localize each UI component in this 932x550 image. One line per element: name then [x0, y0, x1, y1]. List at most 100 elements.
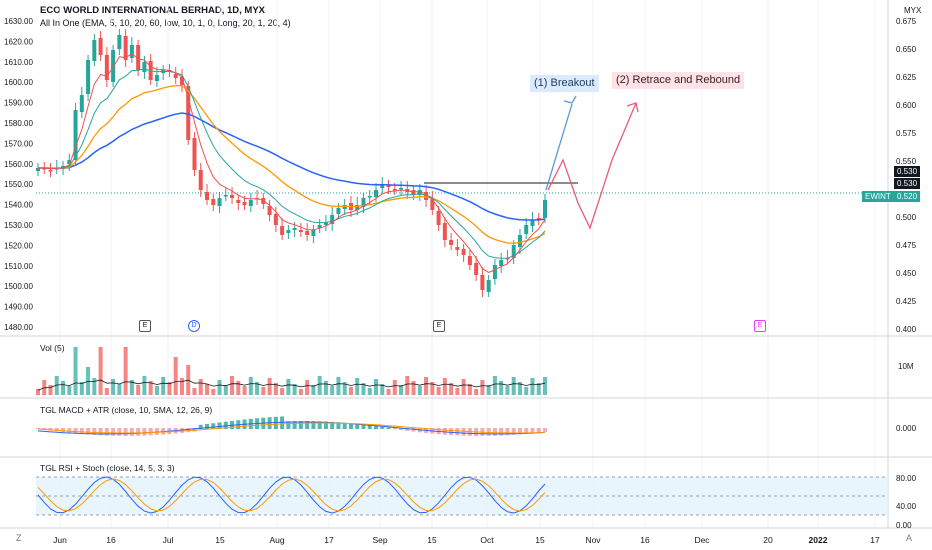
volume-bar — [36, 389, 40, 395]
candle-body — [317, 225, 322, 228]
earnings-event-icon[interactable]: E — [139, 320, 151, 332]
volume-bar — [511, 377, 516, 395]
retrace-arrow[interactable] — [547, 102, 637, 230]
candle-body — [505, 258, 510, 260]
volume-bar — [73, 347, 78, 395]
stoch-k-line — [37, 476, 546, 514]
macd-bar — [217, 422, 222, 429]
macd-bar — [67, 428, 72, 433]
macd-bar — [92, 428, 97, 435]
right-price-tick[interactable]: 0.550 — [896, 157, 917, 166]
candle-body — [330, 215, 335, 224]
x-tick: 16 — [640, 535, 650, 545]
macd-bar — [223, 421, 228, 429]
candle-body — [467, 256, 472, 265]
macd-bar — [317, 421, 322, 429]
currency-label[interactable]: MYX — [904, 6, 922, 15]
macd-bar — [530, 428, 535, 434]
candle-body — [386, 185, 391, 187]
volume-bar — [217, 380, 222, 395]
volume-bar — [173, 357, 178, 395]
volume-bar — [236, 381, 241, 395]
candle-body — [374, 190, 378, 197]
macd-bar — [386, 427, 391, 429]
volume-bar — [48, 385, 53, 395]
right-price-tick[interactable]: 0.650 — [896, 45, 917, 54]
candle-body — [455, 247, 460, 250]
volume-bar — [524, 387, 529, 395]
candle-body — [211, 199, 216, 205]
rsi-tick-0: 0.00 — [896, 521, 912, 530]
macd-bar — [543, 428, 547, 432]
candle-body — [480, 275, 485, 290]
candle-body — [79, 95, 84, 112]
dividend-event-icon[interactable]: D — [188, 320, 200, 332]
candle-body — [536, 218, 541, 220]
macd-signal-line — [37, 422, 546, 434]
candle-body — [474, 263, 479, 275]
left-price-tick: 1530.00 — [4, 221, 33, 230]
volume-bar — [499, 381, 504, 395]
macd-bar — [449, 428, 454, 436]
zoom-icon[interactable]: Z — [16, 533, 22, 543]
candle-body — [136, 45, 141, 70]
volume-bar — [230, 376, 235, 395]
volume-bar — [142, 376, 147, 395]
macd-bar — [355, 423, 360, 429]
macd-bar — [48, 428, 53, 431]
future-earnings-event-icon[interactable]: E — [754, 320, 766, 332]
volume-bar — [79, 382, 84, 395]
breakout-arrow[interactable] — [545, 103, 573, 191]
candle-body — [48, 170, 53, 172]
macd-pane-title[interactable]: TGL MACD + ATR (close, 10, SMA, 12, 26, … — [40, 405, 213, 415]
right-price-tick[interactable]: 0.500 — [896, 213, 917, 222]
candle-body — [92, 40, 97, 61]
rsi-pane-title[interactable]: TGL RSI + Stoch (close, 14, 5, 3, 3) — [40, 463, 175, 473]
volume-bar — [292, 384, 297, 395]
candle-body — [499, 260, 504, 266]
right-price-tick[interactable]: 0.400 — [896, 325, 917, 334]
ema-20-line — [38, 84, 546, 244]
macd-bar — [411, 428, 416, 432]
volume-ma-line — [37, 379, 546, 391]
retrace-annotation[interactable]: (2) Retrace and Rebound — [612, 72, 745, 89]
indicator-legend[interactable]: All In One (EMA, 5, 10, 20, 60, low, 10,… — [40, 18, 291, 28]
volume-bar — [386, 389, 391, 395]
volume-bar — [361, 383, 366, 395]
candle-body — [167, 70, 172, 72]
earnings-event-icon[interactable]: E — [433, 320, 445, 332]
volume-bar — [198, 379, 203, 395]
right-price-tick[interactable]: 0.675 — [896, 17, 917, 26]
volume-bar — [505, 386, 510, 395]
left-price-tick: 1630.00 — [4, 17, 33, 26]
x-tick: 17 — [324, 535, 334, 545]
x-tick: 17 — [870, 535, 880, 545]
volume-bar — [61, 381, 66, 395]
candle-body — [311, 230, 316, 236]
volume-bar — [367, 388, 372, 395]
candle-body — [417, 190, 422, 195]
macd-bar — [292, 421, 297, 429]
x-tick: 20 — [763, 535, 773, 545]
candle-body — [179, 77, 184, 85]
volume-bar — [305, 380, 310, 395]
volume-bar — [461, 379, 466, 395]
candle-body — [104, 55, 109, 80]
auto-scale-button[interactable]: A — [906, 533, 913, 543]
macd-scale-label: 0.000 — [896, 424, 917, 433]
volume-pane-title[interactable]: Vol (5) — [40, 343, 65, 353]
candle-body — [543, 200, 547, 218]
volume-bar — [92, 378, 97, 395]
volume-bar — [536, 383, 541, 395]
macd-bar — [330, 421, 335, 429]
breakout-annotation[interactable]: (1) Breakout — [530, 75, 599, 92]
right-price-tick[interactable]: 0.450 — [896, 269, 917, 278]
right-price-tick[interactable]: 0.475 — [896, 241, 917, 250]
right-price-tick[interactable]: 0.575 — [896, 129, 917, 138]
candle-body — [305, 231, 310, 235]
right-price-tick[interactable]: 0.600 — [896, 101, 917, 110]
right-price-scale[interactable]: 0.675 0.650 0.625 0.600 0.575 0.550 0.500 0.475… — [896, 17, 917, 334]
right-price-tick[interactable]: 0.425 — [896, 297, 917, 306]
right-price-tick[interactable]: 0.625 — [896, 73, 917, 82]
